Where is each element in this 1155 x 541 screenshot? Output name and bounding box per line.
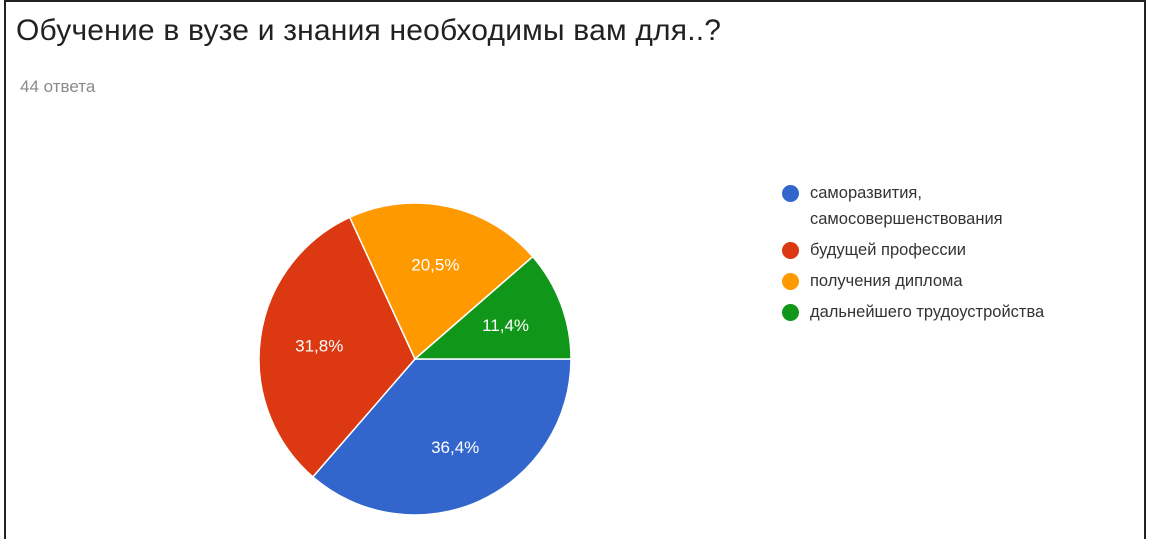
chart-card: Обучение в вузе и знания необходимы вам …	[4, 0, 1146, 539]
legend-label: дальнейшего трудоустройства	[810, 303, 1045, 321]
legend-swatch	[782, 304, 799, 321]
legend-swatch	[782, 273, 799, 290]
legend-item[interactable]: саморазвития, самосовершенствования	[782, 180, 1070, 232]
slice-percentage-label: 31,8%	[295, 336, 343, 355]
legend-swatch	[782, 242, 799, 259]
chart-title: Обучение в вузе и знания необходимы вам …	[16, 14, 722, 47]
slice-percentage-label: 36,4%	[431, 438, 479, 457]
legend-label: будущей профессии	[810, 241, 967, 259]
legend-swatch	[782, 185, 799, 202]
legend-label: саморазвития, самосовершенствования	[810, 184, 1003, 228]
legend-label: получения диплома	[810, 272, 963, 290]
pie-slice[interactable]	[311, 358, 572, 516]
chart-legend: саморазвития, самосовершенствования буду…	[782, 180, 1070, 330]
pie-slice[interactable]	[348, 202, 534, 361]
slice-percentage-label: 20,5%	[411, 255, 459, 274]
legend-item[interactable]: дальнейшего трудоустройства	[782, 299, 1070, 325]
pie-slice[interactable]	[412, 255, 572, 360]
response-count: 44 ответа	[20, 77, 96, 96]
slice-percentage-label: 11,4%	[482, 316, 529, 335]
pie-chart: 36,4% 31,8% 20,5% 11,4%	[258, 202, 572, 516]
pie-slice[interactable]	[258, 216, 416, 478]
legend-item[interactable]: получения диплома	[782, 268, 1070, 294]
legend-item[interactable]: будущей профессии	[782, 237, 1070, 263]
